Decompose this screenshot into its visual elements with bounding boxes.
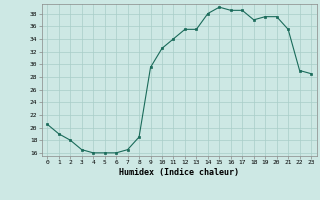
X-axis label: Humidex (Indice chaleur): Humidex (Indice chaleur) <box>119 168 239 177</box>
